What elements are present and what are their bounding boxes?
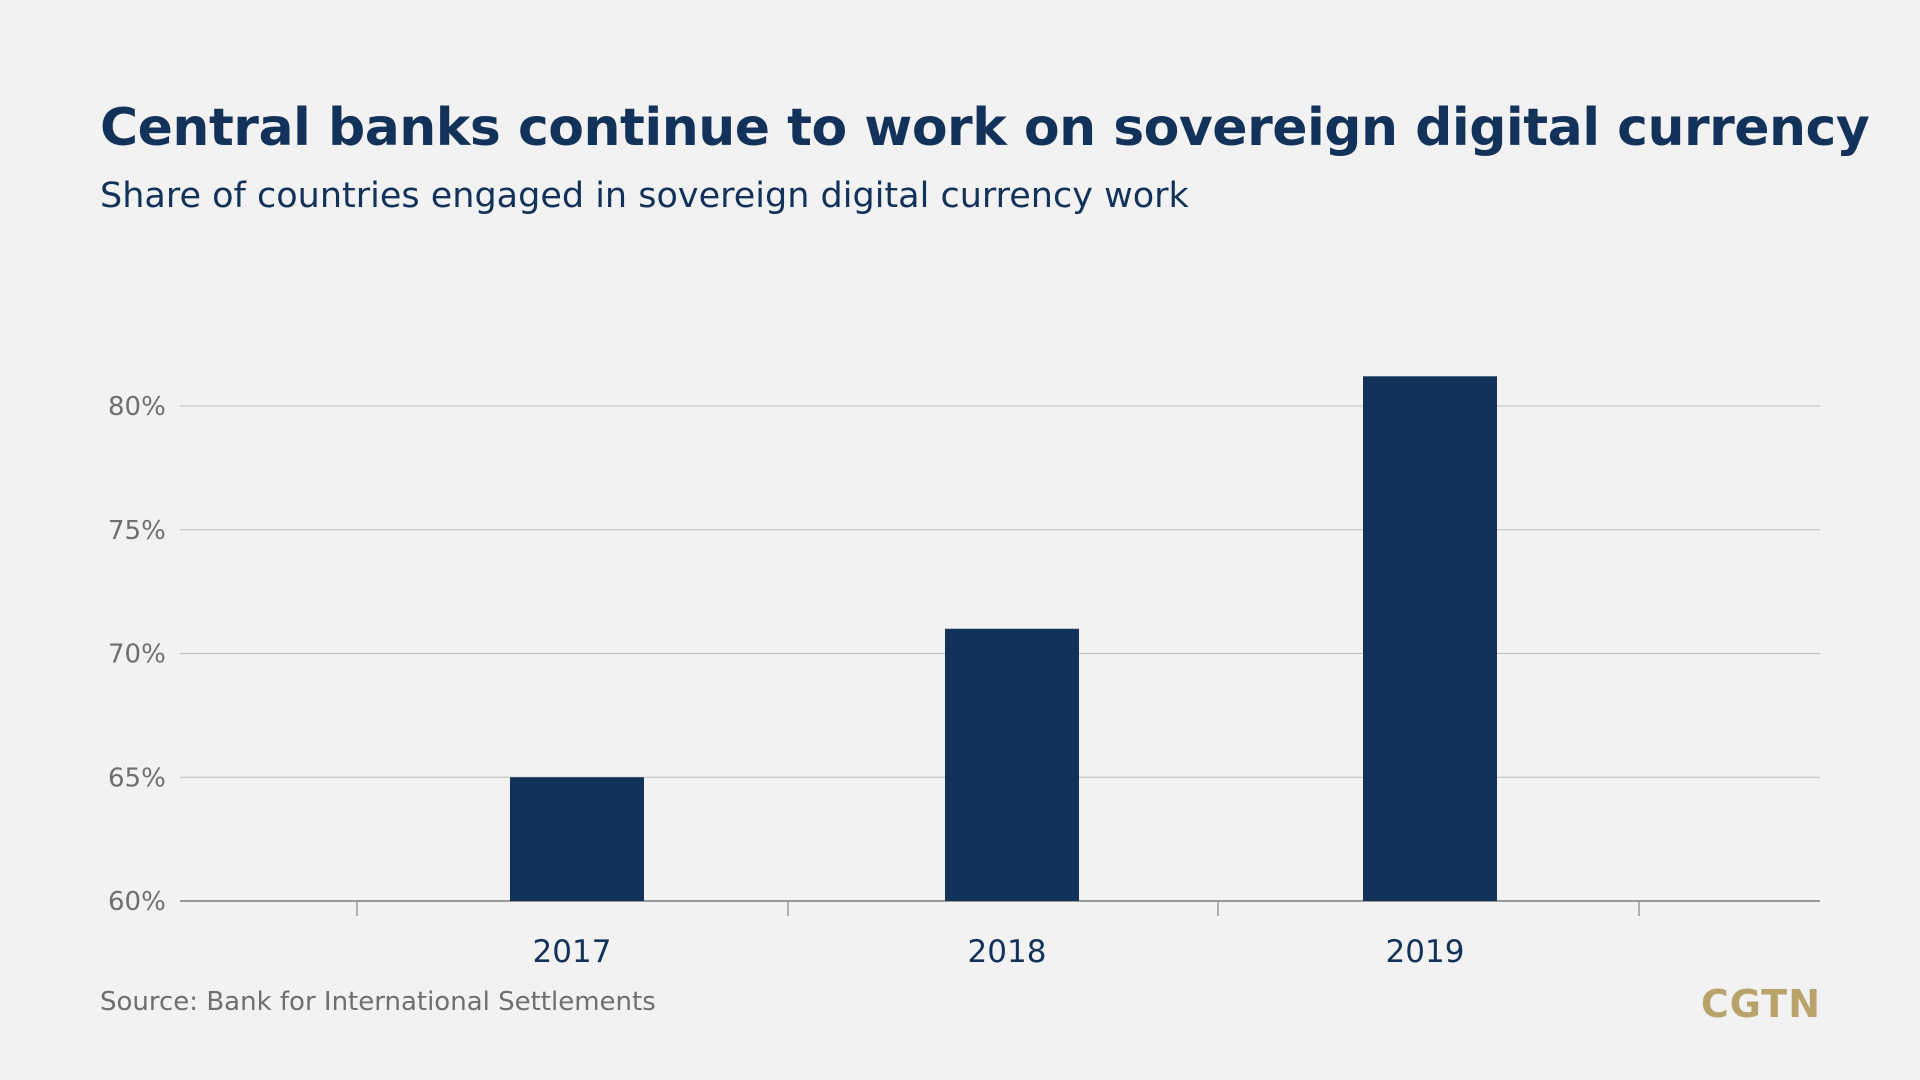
x-tick-label: 2017 [533, 934, 612, 970]
chart-subtitle: Share of countries engaged in sovereign … [100, 176, 1189, 216]
x-axis-labels: 2017 2018 2019 [533, 934, 1465, 970]
y-tick-label: 65% [108, 763, 166, 793]
source-note: Source: Bank for International Settlemen… [100, 987, 656, 1017]
y-tick-label: 70% [108, 640, 166, 670]
bars [510, 376, 1497, 901]
bar-2018 [945, 628, 1079, 901]
bar-2019 [1363, 376, 1497, 901]
cgtn-logo: CGTN [1700, 982, 1821, 1026]
x-tick-label: 2019 [1386, 934, 1465, 970]
x-axis [356, 902, 1640, 916]
bar-2017 [510, 777, 644, 901]
y-tick-label: 80% [108, 392, 166, 422]
y-axis-labels: 60% 65% 70% 75% 80% [108, 392, 166, 917]
y-tick-label: 75% [108, 516, 166, 546]
chart-title: Central banks continue to work on sovere… [100, 98, 1870, 158]
x-tick-label: 2018 [968, 934, 1047, 970]
y-tick-label: 60% [108, 887, 166, 917]
